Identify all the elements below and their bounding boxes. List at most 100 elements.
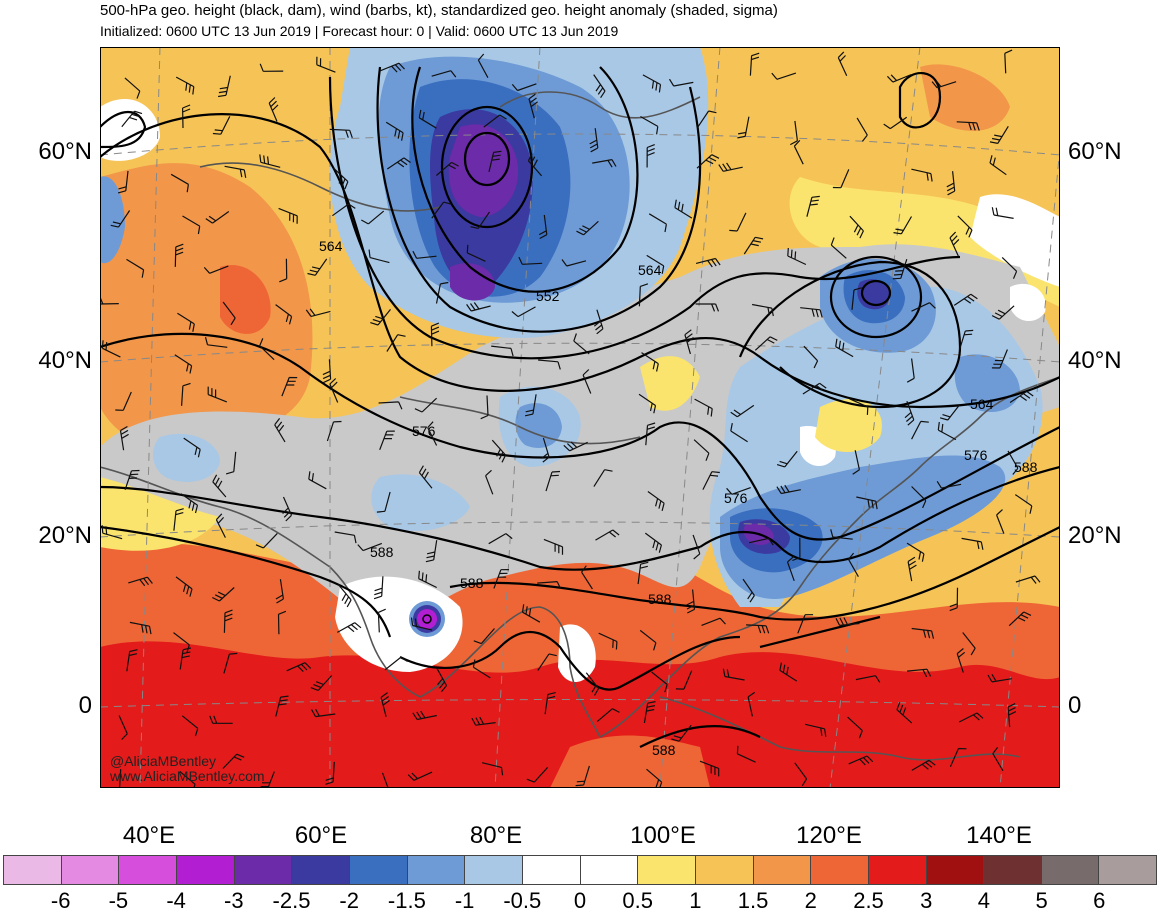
- colorbar-tick-label: 6: [1093, 888, 1106, 913]
- wind-barb: [412, 250, 437, 259]
- colorbar-swatch: [984, 856, 1042, 884]
- wind-barb: [989, 125, 1009, 144]
- wind-barb: [427, 421, 438, 446]
- wind-barb: [124, 469, 140, 490]
- wind-barb: [181, 382, 191, 406]
- contour-label: 576: [964, 447, 988, 463]
- wind-barb: [537, 581, 562, 590]
- wind-barb: [380, 62, 405, 73]
- wind-barb: [776, 450, 798, 468]
- wind-barb: [638, 283, 649, 307]
- colorbar-tick-label: 5: [1035, 888, 1048, 913]
- wind-barb: [277, 610, 287, 635]
- wind-barb: [173, 508, 184, 531]
- wind-barb: [907, 668, 932, 678]
- colorbar-swatch: [638, 856, 696, 884]
- wind-barb: [668, 78, 694, 87]
- wind-barb: [380, 692, 390, 717]
- wind-barb: [329, 128, 353, 138]
- wind-barb: [991, 349, 1008, 369]
- contour-label: 588: [460, 575, 484, 591]
- wind-barb: [592, 159, 617, 168]
- wind-barb: [651, 671, 668, 693]
- wind-barb: [779, 662, 798, 682]
- wind-barb: [991, 207, 1014, 219]
- wind-barb: [274, 418, 286, 443]
- wind-barb: [385, 121, 404, 141]
- wind-barb: [730, 404, 755, 418]
- wind-barb: [749, 52, 760, 76]
- wind-barb: [278, 207, 298, 224]
- colorbar-tick-label: 4: [977, 888, 991, 913]
- colorbar-tick-label: 2: [804, 888, 817, 913]
- wind-barb: [754, 336, 778, 351]
- wind-barb: [215, 513, 226, 538]
- wind-barb: [126, 258, 145, 278]
- colorbar-swatch: [580, 856, 639, 884]
- wind-barb: [581, 565, 593, 590]
- colorbar-swatch: [868, 856, 927, 884]
- wind-barb: [117, 170, 129, 194]
- wind-barb: [695, 303, 720, 312]
- wind-barb: [953, 293, 978, 306]
- wind-barb: [316, 56, 336, 73]
- wind-barb: [637, 561, 649, 585]
- wind-barb: [906, 542, 925, 562]
- wind-barb: [958, 712, 984, 723]
- wind-barb: [575, 765, 590, 787]
- wind-barb: [101, 340, 121, 358]
- wind-barb: [648, 213, 667, 233]
- wind-barb: [325, 761, 335, 785]
- wind-barb: [182, 215, 201, 235]
- wind-barb: [646, 254, 665, 274]
- wind-barb: [793, 139, 804, 165]
- wind-barb: [175, 576, 193, 597]
- chart-title: 500-hPa geo. height (black, dam), wind (…: [100, 2, 778, 19]
- wind-barb: [962, 632, 976, 656]
- wind-barb: [308, 471, 327, 490]
- wind-barb: [524, 394, 537, 417]
- wind-barb: [794, 762, 808, 787]
- wind-barb: [692, 534, 701, 560]
- wind-barb: [537, 653, 557, 671]
- wind-barb: [726, 487, 751, 495]
- wind-barb: [255, 532, 278, 549]
- wind-barb: [751, 303, 774, 317]
- wind-barb: [645, 422, 656, 446]
- wind-barb: [521, 604, 541, 623]
- wind-barb: [1014, 494, 1033, 514]
- wind-barb: [491, 439, 507, 463]
- anomaly-region-west-warm: [100, 163, 313, 449]
- wind-barb: [573, 333, 590, 355]
- wind-barb: [737, 116, 750, 139]
- lon-label: 60°E: [294, 822, 348, 849]
- wind-barb: [561, 259, 587, 267]
- wind-barb: [124, 77, 141, 99]
- wind-barb: [177, 312, 195, 332]
- colorbar-swatch: [349, 856, 408, 884]
- wind-barb: [729, 212, 747, 232]
- contour-label-group: 564 552 564 576 564 576 588 576 588 588 …: [319, 238, 1038, 758]
- wind-barb: [545, 470, 561, 492]
- wind-barb: [804, 723, 827, 737]
- wind-barb: [893, 216, 913, 235]
- lon-label: 140°E: [966, 822, 1032, 849]
- lat-label-right: 0: [1068, 692, 1082, 719]
- wind-barb: [110, 210, 131, 228]
- watermark-site: www.AliciaMBentley.com: [110, 768, 265, 784]
- colorbar-swatch: [1041, 856, 1100, 884]
- wind-barb: [1015, 575, 1041, 584]
- wind-barb: [701, 617, 726, 626]
- wind-barb: [593, 74, 606, 99]
- wind-barb: [223, 652, 238, 674]
- colorbar-tick-label: 1.5: [737, 888, 769, 913]
- wind-barb: [837, 51, 848, 77]
- colorbar-swatch: [926, 856, 985, 884]
- colorbar-tick-label: 0.5: [622, 888, 653, 913]
- wind-barb: [527, 153, 543, 177]
- wind-barb: [1009, 390, 1034, 403]
- wind-barb: [646, 144, 655, 168]
- wind-barb: [907, 556, 917, 582]
- wind-barb: [418, 570, 437, 589]
- wind-barb: [418, 465, 433, 489]
